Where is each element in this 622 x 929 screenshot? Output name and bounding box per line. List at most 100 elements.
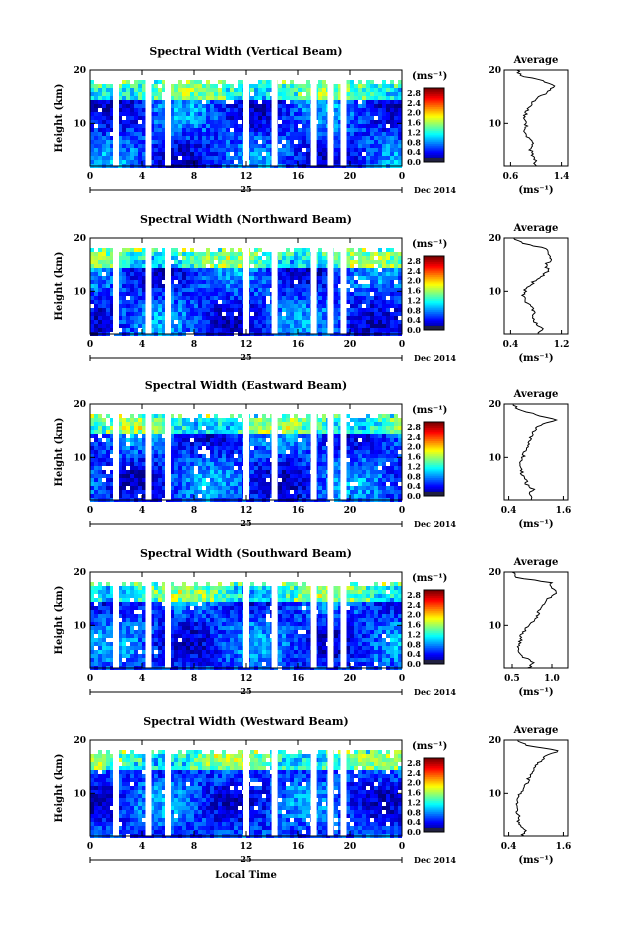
- avg-x-tick-label: 0.6: [503, 172, 519, 182]
- chart-title: Spectral Width (Northward Beam): [140, 213, 352, 226]
- day-label: 25: [240, 686, 251, 696]
- average-profile-line: [515, 739, 559, 837]
- colorbar: (ms⁻¹) 0.00.40.81.21.62.02.42.8: [407, 741, 447, 837]
- avg-x-tick-label: 1.2: [554, 340, 570, 350]
- y-axis-label: Height (km): [54, 754, 65, 823]
- x-tick-label: 16: [292, 842, 305, 852]
- chart-title: Spectral Width (Westward Beam): [143, 715, 348, 728]
- chart-title: Spectral Width (Vertical Beam): [149, 45, 342, 58]
- colorbar-frame: [423, 589, 445, 665]
- average-panel: Average 10 20 0.6 1.4(ms⁻¹): [488, 55, 569, 196]
- average-profile-line: [516, 69, 556, 167]
- colorbar-tick-label: 2.8: [407, 88, 421, 98]
- x-tick-label: 0: [399, 172, 405, 182]
- x-tick-label: 20: [344, 674, 357, 684]
- x-tick-label: 0: [87, 674, 93, 684]
- average-profile-line: [513, 237, 553, 335]
- x-tick-label: 20: [344, 506, 357, 516]
- y-axis-label: Height (km): [54, 84, 65, 153]
- colorbar-tick-label: 2.8: [407, 758, 421, 768]
- avg-x-tick-label: 1.4: [554, 172, 570, 182]
- y-tick-label: 10: [73, 453, 86, 463]
- average-title: Average: [513, 557, 559, 568]
- colorbar-tick-label: 1.2: [407, 797, 421, 807]
- heatmap-field: [90, 740, 402, 838]
- colorbar: (ms⁻¹) 0.00.40.81.21.62.02.42.8: [407, 239, 447, 335]
- x-tick-label: 12: [240, 842, 253, 852]
- chart-title: Spectral Width (Southward Beam): [140, 547, 352, 560]
- colorbar-tick-label: 2.4: [407, 266, 421, 276]
- date-label: Dec 2014: [414, 687, 456, 697]
- avg-y-tick-label: 20: [488, 234, 501, 244]
- heatmap-field: [90, 572, 402, 670]
- colorbar-tick-label: 2.4: [407, 768, 421, 778]
- x-axis-label: Local Time: [215, 870, 277, 881]
- colorbar-tick-label: 1.2: [407, 629, 421, 639]
- x-tick-label: 8: [191, 172, 197, 182]
- colorbar-tick-label: 1.6: [407, 788, 421, 798]
- colorbar-tick-label: 0.4: [407, 817, 421, 827]
- y-tick-label: 10: [73, 789, 86, 799]
- avg-x-tick-label: 1.6: [556, 842, 572, 852]
- colorbar-unit: (ms⁻¹): [412, 405, 447, 416]
- x-tick-label: 16: [292, 340, 305, 350]
- avg-y-tick-label: 20: [488, 736, 501, 746]
- day-label: 25: [240, 854, 251, 864]
- average-unit: (ms⁻¹): [518, 353, 553, 364]
- avg-y-tick-label: 10: [488, 789, 501, 799]
- x-tick-label: 4: [139, 674, 145, 684]
- average-frame: [503, 69, 569, 167]
- colorbar-tick-label: 1.6: [407, 286, 421, 296]
- colorbar-tick-label: 0.0: [407, 157, 421, 167]
- x-tick-label: 0: [399, 506, 405, 516]
- y-axis-label: Height (km): [54, 586, 65, 655]
- panel-2: Spectral Width (Eastward Beam) 10 20 0 4 8 12 1…: [54, 379, 571, 530]
- y-tick-label: 20: [73, 736, 86, 746]
- average-panel: Average 10 20 0.4 1.6(ms⁻¹): [488, 389, 571, 530]
- date-label: Dec 2014: [414, 185, 456, 195]
- colorbar-tick-label: 0.8: [407, 471, 421, 481]
- x-tick-label: 4: [139, 842, 145, 852]
- chart-title: Spectral Width (Eastward Beam): [145, 379, 347, 392]
- colorbar-tick-label: 1.2: [407, 461, 421, 471]
- x-tick-label: 12: [240, 506, 253, 516]
- x-tick-label: 20: [344, 842, 357, 852]
- average-unit: (ms⁻¹): [518, 855, 553, 866]
- x-tick-label: 8: [191, 842, 197, 852]
- average-frame: [503, 571, 569, 669]
- day-label: 25: [240, 352, 251, 362]
- x-tick-label: 16: [292, 674, 305, 684]
- colorbar-tick-label: 0.4: [407, 481, 421, 491]
- average-frame: [503, 237, 569, 335]
- heatmap-field: [90, 70, 402, 168]
- average-panel: Average 10 20 0.4 1.6(ms⁻¹): [488, 725, 571, 866]
- date-label: Dec 2014: [414, 519, 456, 529]
- colorbar-tick-label: 0.4: [407, 315, 421, 325]
- date-label: Dec 2014: [414, 353, 456, 363]
- average-unit: (ms⁻¹): [518, 185, 553, 196]
- average-unit: (ms⁻¹): [518, 519, 553, 530]
- colorbar-tick-label: 2.0: [407, 778, 421, 788]
- day-label: 25: [240, 518, 251, 528]
- average-title: Average: [513, 223, 559, 234]
- average-profile-line: [511, 571, 557, 669]
- x-tick-label: 0: [399, 340, 405, 350]
- x-tick-label: 16: [292, 506, 305, 516]
- heatmap-field: [90, 404, 402, 502]
- x-tick-label: 12: [240, 674, 253, 684]
- colorbar-frame: [423, 421, 445, 497]
- y-tick-label: 20: [73, 568, 86, 578]
- y-tick-label: 10: [73, 621, 86, 631]
- date-label: Dec 2014: [414, 855, 456, 865]
- y-axis-label: Height (km): [54, 418, 65, 487]
- colorbar-tick-label: 2.4: [407, 600, 421, 610]
- colorbar-tick-label: 0.8: [407, 639, 421, 649]
- colorbar-tick-label: 1.6: [407, 118, 421, 128]
- colorbar-unit: (ms⁻¹): [412, 71, 447, 82]
- colorbar-tick-label: 0.0: [407, 491, 421, 501]
- x-tick-label: 0: [87, 172, 93, 182]
- colorbar-tick-label: 1.2: [407, 295, 421, 305]
- y-tick-label: 20: [73, 400, 86, 410]
- colorbar-frame: [423, 255, 445, 331]
- y-tick-label: 10: [73, 287, 86, 297]
